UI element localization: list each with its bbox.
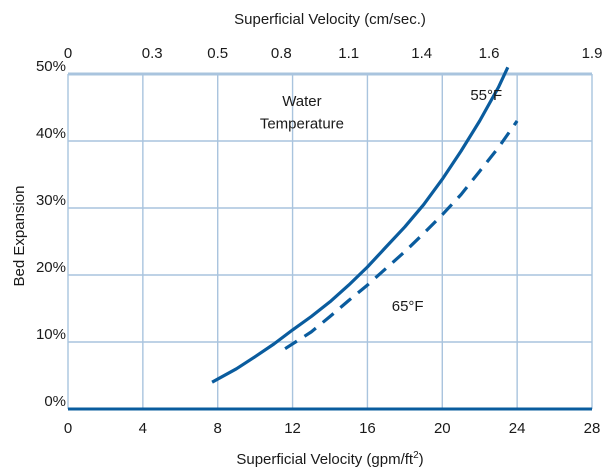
x-tick-label-top: 1.1 <box>338 45 359 62</box>
series-line-55f <box>211 66 510 384</box>
bottom-axis-title: Superficial Velocity (gpm/ft2) <box>236 450 423 468</box>
bottom-axis-title-suffix: ) <box>419 451 424 468</box>
x-tick-label-bottom: 16 <box>359 420 376 437</box>
x-tick-label-bottom: 4 <box>139 420 147 437</box>
ticks-layer: 0 4 8 12 16 20 24 28 0 0.3 0.5 0.8 1.1 1.4 1.6 1.9 0% 10%… <box>36 45 602 437</box>
series-line-65f <box>284 119 519 351</box>
bottom-axis-title-superscript: 2 <box>413 450 419 461</box>
annotation-water: Water <box>282 93 321 110</box>
x-tick-label-top: 1.9 <box>582 45 603 62</box>
x-tick-label-bottom: 28 <box>584 420 601 437</box>
y-tick-label: 20% <box>36 259 66 276</box>
series-label-55f: 55°F <box>470 87 502 104</box>
series-layer <box>211 66 519 384</box>
annotation-temperature: Temperature <box>260 116 344 133</box>
y-axis-title: Bed Expansion <box>11 186 28 287</box>
y-tick-label: 50% <box>36 58 66 75</box>
x-tick-label-top: 0.8 <box>271 45 292 62</box>
x-tick-label-top: 1.6 <box>479 45 500 62</box>
x-tick-label-bottom: 12 <box>284 420 301 437</box>
y-tick-label: 10% <box>36 326 66 343</box>
x-tick-label-top: 1.4 <box>411 45 432 62</box>
x-tick-label-top: 0.3 <box>142 45 163 62</box>
y-tick-label: 30% <box>36 192 66 209</box>
x-tick-label-bottom: 24 <box>509 420 526 437</box>
x-tick-label-bottom: 20 <box>434 420 451 437</box>
y-tick-label: 40% <box>36 125 66 142</box>
x-tick-label-top: 0.5 <box>207 45 228 62</box>
series-label-65f: 65°F <box>392 298 424 315</box>
y-tick-label: 0% <box>44 393 66 410</box>
x-tick-label-bottom: 0 <box>64 420 72 437</box>
x-tick-label-top: 0 <box>64 45 72 62</box>
x-tick-label-bottom: 8 <box>214 420 222 437</box>
bottom-axis-title-main: Superficial Velocity (gpm/ft <box>236 451 414 468</box>
top-axis-title: Superficial Velocity (cm/sec.) <box>234 11 426 28</box>
